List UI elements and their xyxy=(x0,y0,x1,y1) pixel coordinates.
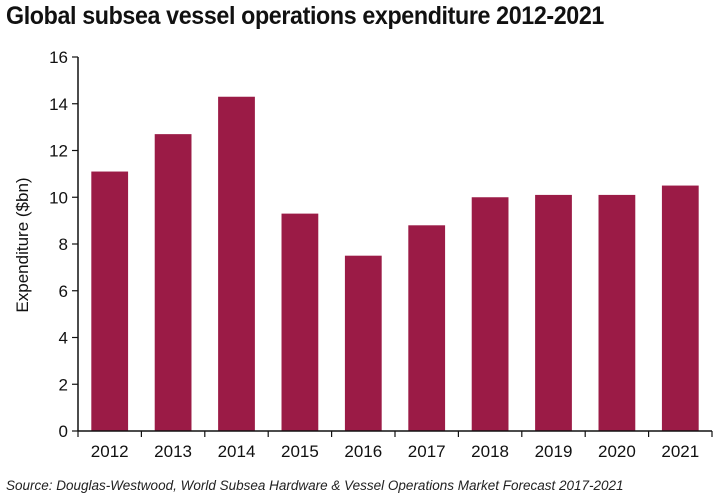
y-tick-label: 8 xyxy=(59,235,68,254)
x-tick-label-2015: 2015 xyxy=(281,442,319,461)
y-tick-label: 16 xyxy=(49,48,68,67)
x-tick-label-2014: 2014 xyxy=(218,442,256,461)
bar-2019 xyxy=(535,194,572,431)
x-tick-label-2018: 2018 xyxy=(471,442,509,461)
y-tick-label: 12 xyxy=(49,142,68,161)
chart-title: Global subsea vessel operations expendit… xyxy=(6,2,604,30)
bar-2013 xyxy=(154,134,192,431)
bars-layer xyxy=(91,96,699,432)
source-note: Source: Douglas-Westwood, World Subsea H… xyxy=(6,478,624,493)
y-tick-label: 4 xyxy=(59,329,68,348)
bar-2018 xyxy=(471,197,509,431)
labels-layer: 0 2 4 6 8 10 12 14 16 2012 2013 2014 2015 2016 2017 201… xyxy=(49,48,699,461)
y-axis-title: Expenditure ($bn) xyxy=(13,177,32,312)
axes-layer xyxy=(72,56,713,437)
x-tick-label-2020: 2020 xyxy=(598,442,636,461)
bar-2017 xyxy=(408,225,446,431)
x-tick-label-2021: 2021 xyxy=(661,442,699,461)
bar-2016 xyxy=(344,255,382,431)
x-tick-label-2017: 2017 xyxy=(408,442,446,461)
bar-2021 xyxy=(661,185,699,431)
bar-2015 xyxy=(281,213,319,431)
x-tick-label-2012: 2012 xyxy=(91,442,129,461)
x-tick-label-2019: 2019 xyxy=(535,442,573,461)
bar-2014 xyxy=(218,96,255,432)
y-tick-label: 14 xyxy=(49,95,68,114)
bar-2012 xyxy=(91,171,129,431)
bar-2020 xyxy=(598,194,636,431)
y-tick-label: 10 xyxy=(49,188,68,207)
y-tick-label: 0 xyxy=(59,422,68,441)
x-tick-label-2013: 2013 xyxy=(154,442,192,461)
y-tick-label: 2 xyxy=(59,375,68,394)
x-tick-label-2016: 2016 xyxy=(344,442,382,461)
y-tick-label: 6 xyxy=(59,282,68,301)
